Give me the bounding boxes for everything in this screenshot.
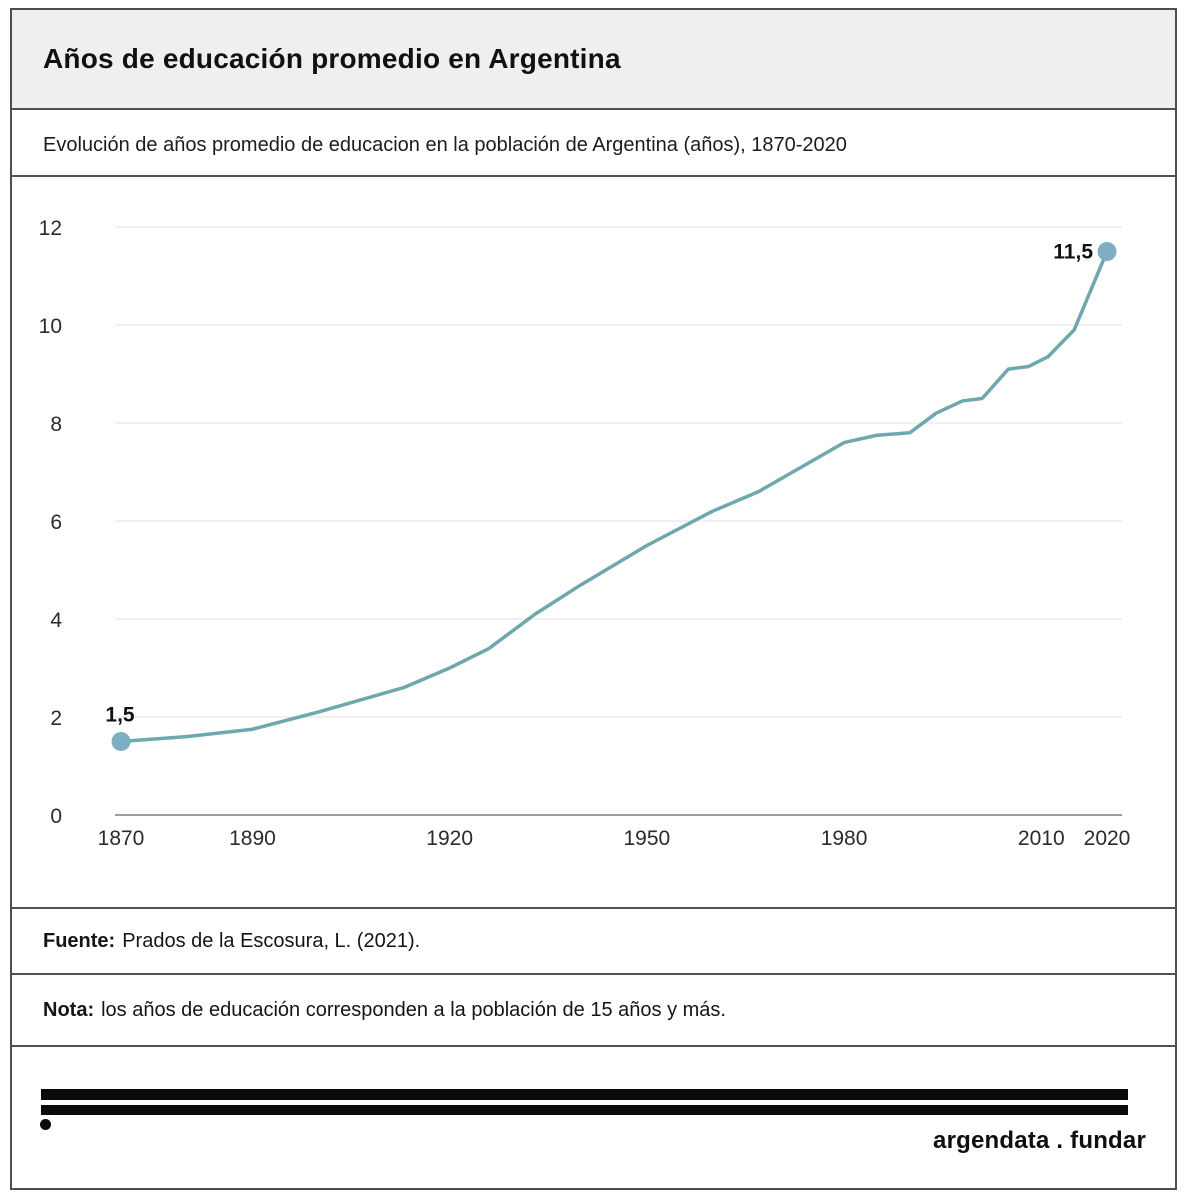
line-chart: 0 2 4 6 8 10 12 1870 1890 1920 1950 1980 2010 2020 1,5… <box>39 217 1131 850</box>
chart-subtitle: Evolución de años promedio de educacion … <box>43 134 847 156</box>
note-text: Nota: los años de educación corresponden … <box>43 998 726 1021</box>
y-tick-label: 8 <box>50 413 62 436</box>
y-tick-label: 0 <box>50 805 62 828</box>
source-label: Fuente: <box>43 929 116 952</box>
data-point-label-last: 11,5 <box>1053 241 1093 264</box>
x-tick-label: 1870 <box>98 827 145 850</box>
y-tick-label: 12 <box>39 217 62 240</box>
data-point-last <box>1097 242 1117 261</box>
note-band: Nota: los años de educación corresponden … <box>12 975 1175 1047</box>
y-tick-label: 10 <box>39 315 62 338</box>
title-band: Años de educación promedio en Argentina <box>12 10 1175 110</box>
brand-dot <box>40 1119 51 1130</box>
x-tick-label: 1890 <box>229 827 276 850</box>
x-tick-label: 1950 <box>624 827 671 850</box>
data-point-first <box>111 732 131 751</box>
chart-area: 0 2 4 6 8 10 12 1870 1890 1920 1950 1980 2010 2020 1,5… <box>12 177 1175 909</box>
brand-bar-bottom <box>41 1105 1128 1115</box>
page-title: Años de educación promedio en Argentina <box>43 43 621 74</box>
y-tick-label: 4 <box>50 609 62 632</box>
brand-band: argendata . fundar <box>12 1047 1175 1188</box>
data-series-line <box>119 249 1109 744</box>
infographic-card: Años de educación promedio en Argentina … <box>10 8 1177 1190</box>
y-tick-label: 2 <box>50 707 62 730</box>
y-tick-label: 6 <box>50 511 62 534</box>
brand-logo: argendata . fundar <box>933 1127 1146 1154</box>
x-tick-label: 2020 <box>1084 827 1131 850</box>
x-tick-label: 2010 <box>1018 827 1065 850</box>
note-label: Nota: <box>43 998 95 1021</box>
source-band: Fuente: Prados de la Escosura, L. (2021). <box>12 909 1175 975</box>
source-text: Fuente: Prados de la Escosura, L. (2021). <box>43 929 421 952</box>
subtitle-band: Evolución de años promedio de educacion … <box>12 110 1175 177</box>
brand-bar-top <box>41 1089 1128 1100</box>
x-tick-label: 1980 <box>821 827 868 850</box>
x-tick-label: 1920 <box>426 827 473 850</box>
data-point-label-first: 1,5 <box>105 704 135 727</box>
